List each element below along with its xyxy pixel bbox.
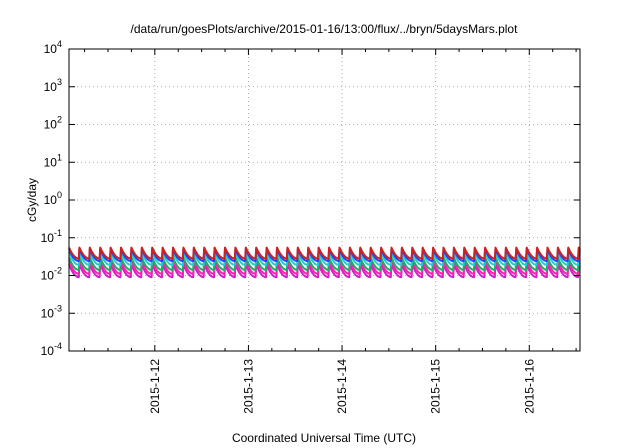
series-line [68,256,581,271]
series-group [68,246,581,279]
x-axis: 2015-1-12 2015-1-13 2015-1-14 2015-1-15 2015… [84,49,577,414]
x-tick-label: 2015-1-12 [148,359,162,414]
y-tick-label: 10-4 [41,341,62,358]
y-tick-label: 10-3 [41,303,62,320]
chart-title: /data/run/goesPlots/archive/2015-01-16/1… [131,22,519,36]
y-tick-label: 10-1 [41,228,62,245]
series-line [68,251,581,266]
y-axis: 104 103 102 101 100 10-1 10-2 10-3 10-4 [41,39,580,358]
x-axis-label: Coordinated Universal Time (UTC) [232,431,416,445]
y-tick-label: 101 [44,152,62,169]
y-tick-label: 104 [44,39,62,56]
x-tick-label: 2015-1-14 [335,359,349,414]
y-tick-label: 102 [44,115,62,132]
y-tick-label: 103 [44,77,62,94]
y-axis-label: cGy/day [25,178,39,222]
series-line [68,246,581,260]
x-tick-label: 2015-1-13 [241,359,255,414]
y-tick-label: 100 [44,190,62,207]
series-line [68,263,581,279]
x-tick-label: 2015-1-15 [429,359,443,414]
y-tick-label: 10-2 [41,266,62,283]
x-tick-label: 2015-1-16 [522,359,536,414]
series-line [68,259,581,275]
grid [69,49,580,351]
